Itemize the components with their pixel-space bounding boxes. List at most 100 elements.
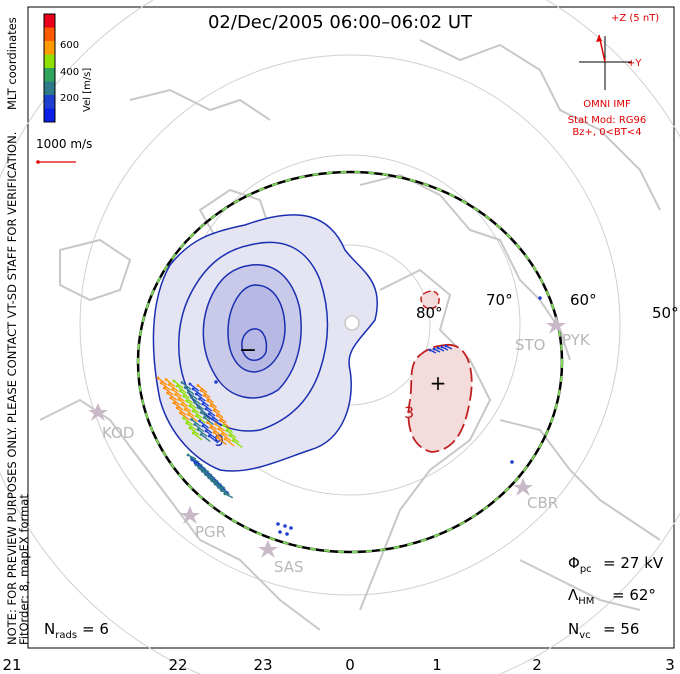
velocity-vector-origin — [289, 526, 293, 530]
velocity-vector — [176, 407, 187, 416]
velocity-vector — [202, 403, 213, 412]
velocity-vector-origin — [209, 426, 213, 429]
velocity-vector — [218, 486, 227, 493]
velocity-vector-origin — [190, 418, 194, 421]
velocity-vector — [207, 421, 218, 431]
velocity-vector — [203, 394, 214, 404]
mlt-tick-23: 23 — [253, 656, 272, 674]
positive-cell-value: 3 — [404, 403, 414, 422]
velocity-vector-origin — [219, 419, 222, 422]
velocity-vector — [202, 425, 213, 434]
velocity-vector — [207, 399, 218, 409]
velocity-vector — [216, 436, 227, 446]
scale-color-box — [44, 14, 55, 28]
velocity-vector — [202, 470, 211, 477]
velocity-vector-origin — [199, 389, 203, 392]
velocity-vector — [208, 477, 218, 483]
velocity-vector-origin — [183, 386, 187, 389]
velocity-vector — [191, 459, 201, 465]
coordinate-system-label: MLT coordinates — [5, 17, 19, 110]
velocity-vector-origin — [172, 379, 176, 383]
velocity-vector-origin — [191, 431, 195, 435]
velocity-vector-origin — [188, 404, 192, 408]
velocity-vector-origin — [201, 424, 205, 428]
velocity-vector-origin — [432, 347, 436, 351]
velocity-vector-origin — [183, 408, 187, 411]
velocity-vector-origin — [204, 473, 208, 476]
imf-clock: +Z (5 nT) +Y OMNI IMF Stat Mod: RG96 Bz+… — [568, 13, 660, 138]
velocity-vector — [211, 418, 222, 427]
velocity-vector — [214, 483, 224, 489]
velocity-vector — [200, 389, 211, 399]
velocity-vector-origin — [201, 470, 204, 473]
velocity-vector-origin — [217, 427, 221, 431]
velocity-vector — [224, 438, 235, 447]
velocity-vector — [219, 419, 230, 429]
velocity-vector-origin — [214, 380, 218, 384]
hm-boundary-dash — [137, 171, 563, 553]
velocity-vector-origin — [210, 479, 214, 483]
velocity-vector — [195, 415, 206, 424]
velocity-vector — [210, 404, 221, 414]
imf-source-label: OMNI IMF — [583, 99, 631, 110]
fit-order-note: FitOrder: 8, mapEX format — [17, 494, 31, 645]
negative-cell-value: 9 — [214, 431, 224, 450]
velocity-vector — [157, 377, 168, 386]
mlt-tick-22: 22 — [168, 656, 187, 674]
velocity-vector-origin — [207, 412, 211, 416]
velocity-vector-origin — [166, 391, 170, 395]
velocity-vector — [229, 434, 240, 444]
velocity-vector-origin — [182, 394, 186, 398]
stat-model-conditions: Bz+, 0<BT<4 — [572, 127, 641, 138]
imf-y-label: +Y — [627, 58, 642, 69]
velocity-vector-origin — [213, 482, 217, 486]
velocity-vector-origin — [179, 411, 182, 415]
velocity-vector — [167, 392, 178, 401]
velocity-vector-origin — [167, 383, 171, 386]
velocity-vector — [187, 391, 198, 401]
velocity-vector-origin — [191, 409, 195, 413]
lat-label-80: 80° — [416, 304, 443, 322]
velocity-vector-origin — [164, 378, 168, 381]
velocity-vector — [165, 378, 176, 388]
scale-tick-200: 200 — [60, 93, 79, 104]
n-vc-value: = 56 — [603, 620, 639, 638]
magnetic-pole-marker — [344, 315, 360, 331]
velocity-vector-origin — [223, 492, 227, 496]
velocity-vector — [223, 424, 234, 434]
stat-model-label: Stat Mod: RG96 — [568, 115, 647, 126]
velocity-vector-origin — [186, 453, 190, 457]
velocity-vector — [205, 408, 216, 417]
velocity-vector-origin — [188, 426, 192, 430]
velocity-vector-origin — [156, 376, 160, 380]
velocity-vector — [203, 416, 214, 426]
velocity-vectors — [156, 296, 542, 536]
velocity-vector — [173, 402, 184, 411]
velocity-vector-origin — [171, 388, 174, 391]
velocity-vector-origin — [211, 417, 214, 421]
velocity-vector-origin — [190, 458, 194, 462]
lat-label-50: 50° — [652, 304, 679, 322]
velocity-vector — [221, 433, 232, 442]
velocity-vector-origin — [193, 423, 197, 426]
station-marker-pyk — [546, 316, 566, 334]
station-label-sas: SAS — [274, 558, 304, 576]
velocity-vector — [178, 398, 189, 408]
velocity-vector-origin — [440, 345, 444, 349]
velocity-vector — [179, 412, 190, 421]
velocity-vector-origin — [169, 396, 173, 400]
velocity-vector — [197, 384, 208, 394]
velocity-vector-origin — [278, 530, 282, 534]
station-marker-kod — [88, 403, 108, 421]
velocity-vector — [183, 395, 194, 404]
velocity-vector-origin — [228, 434, 232, 437]
velocity-vector-origin — [179, 389, 182, 393]
scale-color-box — [44, 95, 55, 109]
velocity-vector — [221, 489, 230, 496]
velocity-vector-origin — [444, 344, 448, 348]
velocity-vector — [192, 432, 203, 441]
velocity-vector — [195, 464, 205, 470]
latitude-labels: 80° 70° 60° 50° — [416, 291, 679, 322]
scale-tick-600: 600 — [60, 40, 79, 51]
